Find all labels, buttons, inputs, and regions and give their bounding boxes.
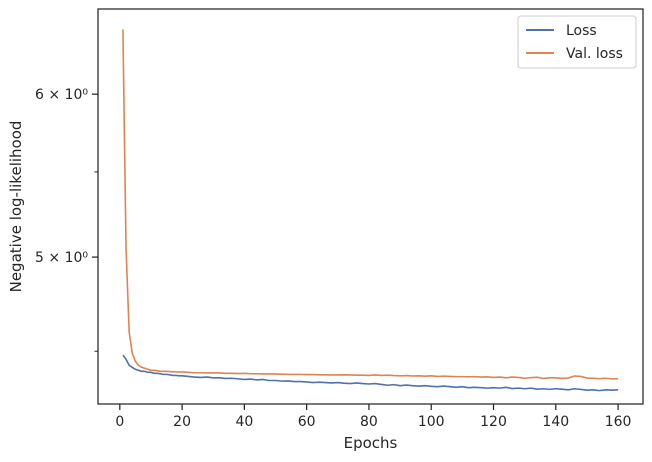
x-axis-label: Epochs	[344, 434, 398, 452]
legend-label-val-loss: Val. loss	[566, 46, 623, 62]
legend: Loss Val. loss	[517, 15, 637, 69]
x-tick-label: 60	[298, 414, 316, 430]
series-layer	[122, 29, 619, 392]
plot-background	[98, 9, 643, 404]
legend-label-loss: Loss	[566, 23, 597, 39]
x-tick-label: 100	[418, 414, 445, 430]
x-ticks: 0 20 40 60 80 100 120 140 160	[115, 404, 631, 430]
x-tick-label: 0	[115, 414, 124, 430]
x-tick-label: 40	[235, 414, 253, 430]
x-tick-label: 80	[360, 414, 378, 430]
y-ticks: 5 × 10⁰ 6 × 10⁰	[35, 87, 98, 352]
y-tick-label: 5 × 10⁰	[35, 250, 88, 266]
series-line-loss	[122, 354, 619, 392]
x-tick-label: 120	[480, 414, 507, 430]
plot-frame	[97, 8, 644, 405]
x-tick-label: 160	[605, 414, 632, 430]
x-tick-label: 140	[542, 414, 569, 430]
y-axis-label: Negative log-likelihood	[7, 121, 25, 293]
series-line-val-loss	[122, 29, 619, 380]
y-tick-label: 6 × 10⁰	[35, 87, 88, 103]
x-tick-label: 20	[173, 414, 191, 430]
